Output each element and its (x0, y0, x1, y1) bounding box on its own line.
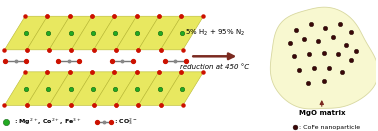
Polygon shape (71, 16, 114, 50)
Polygon shape (5, 16, 47, 50)
Polygon shape (161, 16, 203, 50)
Text: : Mg$^{2+}$, Co$^{2+}$, Fe$^{3+}$: : Mg$^{2+}$, Co$^{2+}$, Fe$^{3+}$ (14, 116, 81, 127)
Text: : CO$_3^{2-}$: : CO$_3^{2-}$ (115, 116, 138, 127)
Polygon shape (138, 72, 181, 105)
Polygon shape (49, 72, 92, 105)
Text: MgO matrix: MgO matrix (299, 110, 345, 116)
Polygon shape (116, 16, 159, 50)
Polygon shape (94, 72, 136, 105)
Text: reduction at 450 °C: reduction at 450 °C (180, 64, 249, 70)
Text: : CoFe nanoparticle: : CoFe nanoparticle (299, 125, 360, 130)
Polygon shape (116, 72, 159, 105)
Polygon shape (71, 72, 114, 105)
Text: 5% H$_2$ + 95% N$_2$: 5% H$_2$ + 95% N$_2$ (185, 28, 245, 38)
Polygon shape (94, 16, 136, 50)
Polygon shape (161, 72, 203, 105)
Polygon shape (27, 72, 70, 105)
Polygon shape (5, 72, 47, 105)
Polygon shape (270, 7, 378, 109)
Polygon shape (49, 16, 92, 50)
Polygon shape (138, 16, 181, 50)
Polygon shape (27, 16, 70, 50)
